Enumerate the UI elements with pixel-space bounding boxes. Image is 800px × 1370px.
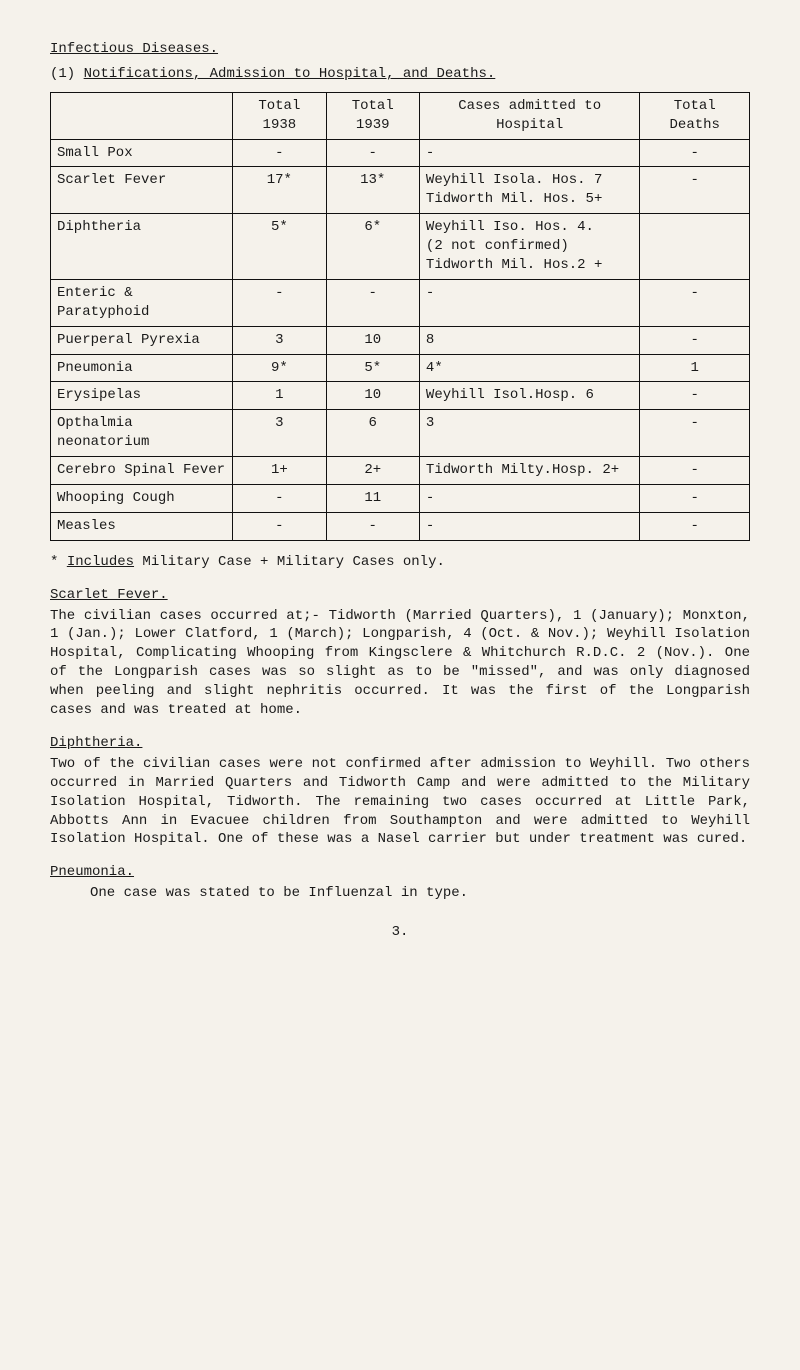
footnote: * Includes Military Case + Military Case…: [50, 553, 750, 572]
diphtheria-text: Two of the civilian cases were not confi…: [50, 755, 750, 849]
table-row: Whooping Cough-11--: [51, 485, 750, 513]
value-cell: 5*: [233, 214, 326, 280]
value-cell: -: [419, 512, 640, 540]
disease-cell: Measles: [51, 512, 233, 540]
table-row: Puerperal Pyrexia3108-: [51, 326, 750, 354]
table-row: Scarlet Fever17*13*Weyhill Isola. Hos. 7…: [51, 167, 750, 214]
value-cell: 1+: [233, 457, 326, 485]
disease-cell: Puerperal Pyrexia: [51, 326, 233, 354]
value-cell: 5*: [326, 354, 419, 382]
value-cell: -: [640, 410, 750, 457]
table-row: Enteric & Paratyphoid----: [51, 279, 750, 326]
value-cell: 3: [233, 326, 326, 354]
disease-cell: Pneumonia: [51, 354, 233, 382]
value-cell: 1: [640, 354, 750, 382]
disease-cell: Small Pox: [51, 139, 233, 167]
disease-cell: Erysipelas: [51, 382, 233, 410]
col-admitted: Cases admitted to Hospital: [419, 92, 640, 139]
value-cell: -: [233, 279, 326, 326]
pneumonia-text: One case was stated to be Influenzal in …: [90, 884, 750, 903]
disease-cell: Scarlet Fever: [51, 167, 233, 214]
table-row: Small Pox----: [51, 139, 750, 167]
col-1938: Total 1938: [233, 92, 326, 139]
value-cell: -: [419, 139, 640, 167]
value-cell: Weyhill Isola. Hos. 7 Tidworth Mil. Hos.…: [419, 167, 640, 214]
disease-cell: Diphtheria: [51, 214, 233, 280]
disease-cell: Opthalmia neonatorium: [51, 410, 233, 457]
value-cell: 6: [326, 410, 419, 457]
value-cell: 4*: [419, 354, 640, 382]
value-cell: Weyhill Iso. Hos. 4. (2 not confirmed) T…: [419, 214, 640, 280]
value-cell: 17*: [233, 167, 326, 214]
value-cell: Tidworth Milty.Hosp. 2+: [419, 457, 640, 485]
value-cell: -: [326, 139, 419, 167]
page-number: 3.: [50, 923, 750, 942]
value-cell: -: [640, 457, 750, 485]
table-row: Cerebro Spinal Fever1+2+Tidworth Milty.H…: [51, 457, 750, 485]
value-cell: 3: [233, 410, 326, 457]
cases-table: Total 1938 Total 1939 Cases admitted to …: [50, 92, 750, 541]
col-1939: Total 1939: [326, 92, 419, 139]
disease-cell: Enteric & Paratyphoid: [51, 279, 233, 326]
value-cell: 10: [326, 326, 419, 354]
value-cell: -: [640, 279, 750, 326]
table-row: Diphtheria5*6*Weyhill Iso. Hos. 4. (2 no…: [51, 214, 750, 280]
value-cell: -: [640, 326, 750, 354]
value-cell: 2+: [326, 457, 419, 485]
disease-cell: Whooping Cough: [51, 485, 233, 513]
section-title: Notifications, Admission to Hospital, an…: [84, 66, 496, 82]
value-cell: 3: [419, 410, 640, 457]
value-cell: 13*: [326, 167, 419, 214]
value-cell: [640, 214, 750, 280]
value-cell: -: [233, 139, 326, 167]
col-disease: [51, 92, 233, 139]
scarlet-title: Scarlet Fever.: [50, 587, 168, 603]
table-row: Pneumonia9*5*4*1: [51, 354, 750, 382]
value-cell: -: [419, 279, 640, 326]
table-row: Measles----: [51, 512, 750, 540]
value-cell: -: [233, 485, 326, 513]
disease-cell: Cerebro Spinal Fever: [51, 457, 233, 485]
section-number: (1): [50, 66, 75, 82]
value-cell: 6*: [326, 214, 419, 280]
value-cell: 9*: [233, 354, 326, 382]
value-cell: Weyhill Isol.Hosp. 6: [419, 382, 640, 410]
value-cell: -: [640, 167, 750, 214]
value-cell: -: [640, 382, 750, 410]
value-cell: 11: [326, 485, 419, 513]
value-cell: 10: [326, 382, 419, 410]
table-row: Erysipelas110Weyhill Isol.Hosp. 6-: [51, 382, 750, 410]
value-cell: -: [233, 512, 326, 540]
value-cell: -: [326, 512, 419, 540]
main-title: Infectious Diseases.: [50, 41, 218, 57]
value-cell: 8: [419, 326, 640, 354]
value-cell: -: [326, 279, 419, 326]
col-deaths: Total Deaths: [640, 92, 750, 139]
value-cell: -: [640, 139, 750, 167]
pneumonia-title: Pneumonia.: [50, 864, 134, 880]
value-cell: 1: [233, 382, 326, 410]
value-cell: -: [640, 512, 750, 540]
diphtheria-title: Diphtheria.: [50, 735, 142, 751]
table-row: Opthalmia neonatorium363-: [51, 410, 750, 457]
scarlet-text: The civilian cases occurred at;- Tidwort…: [50, 607, 750, 720]
value-cell: -: [419, 485, 640, 513]
value-cell: -: [640, 485, 750, 513]
